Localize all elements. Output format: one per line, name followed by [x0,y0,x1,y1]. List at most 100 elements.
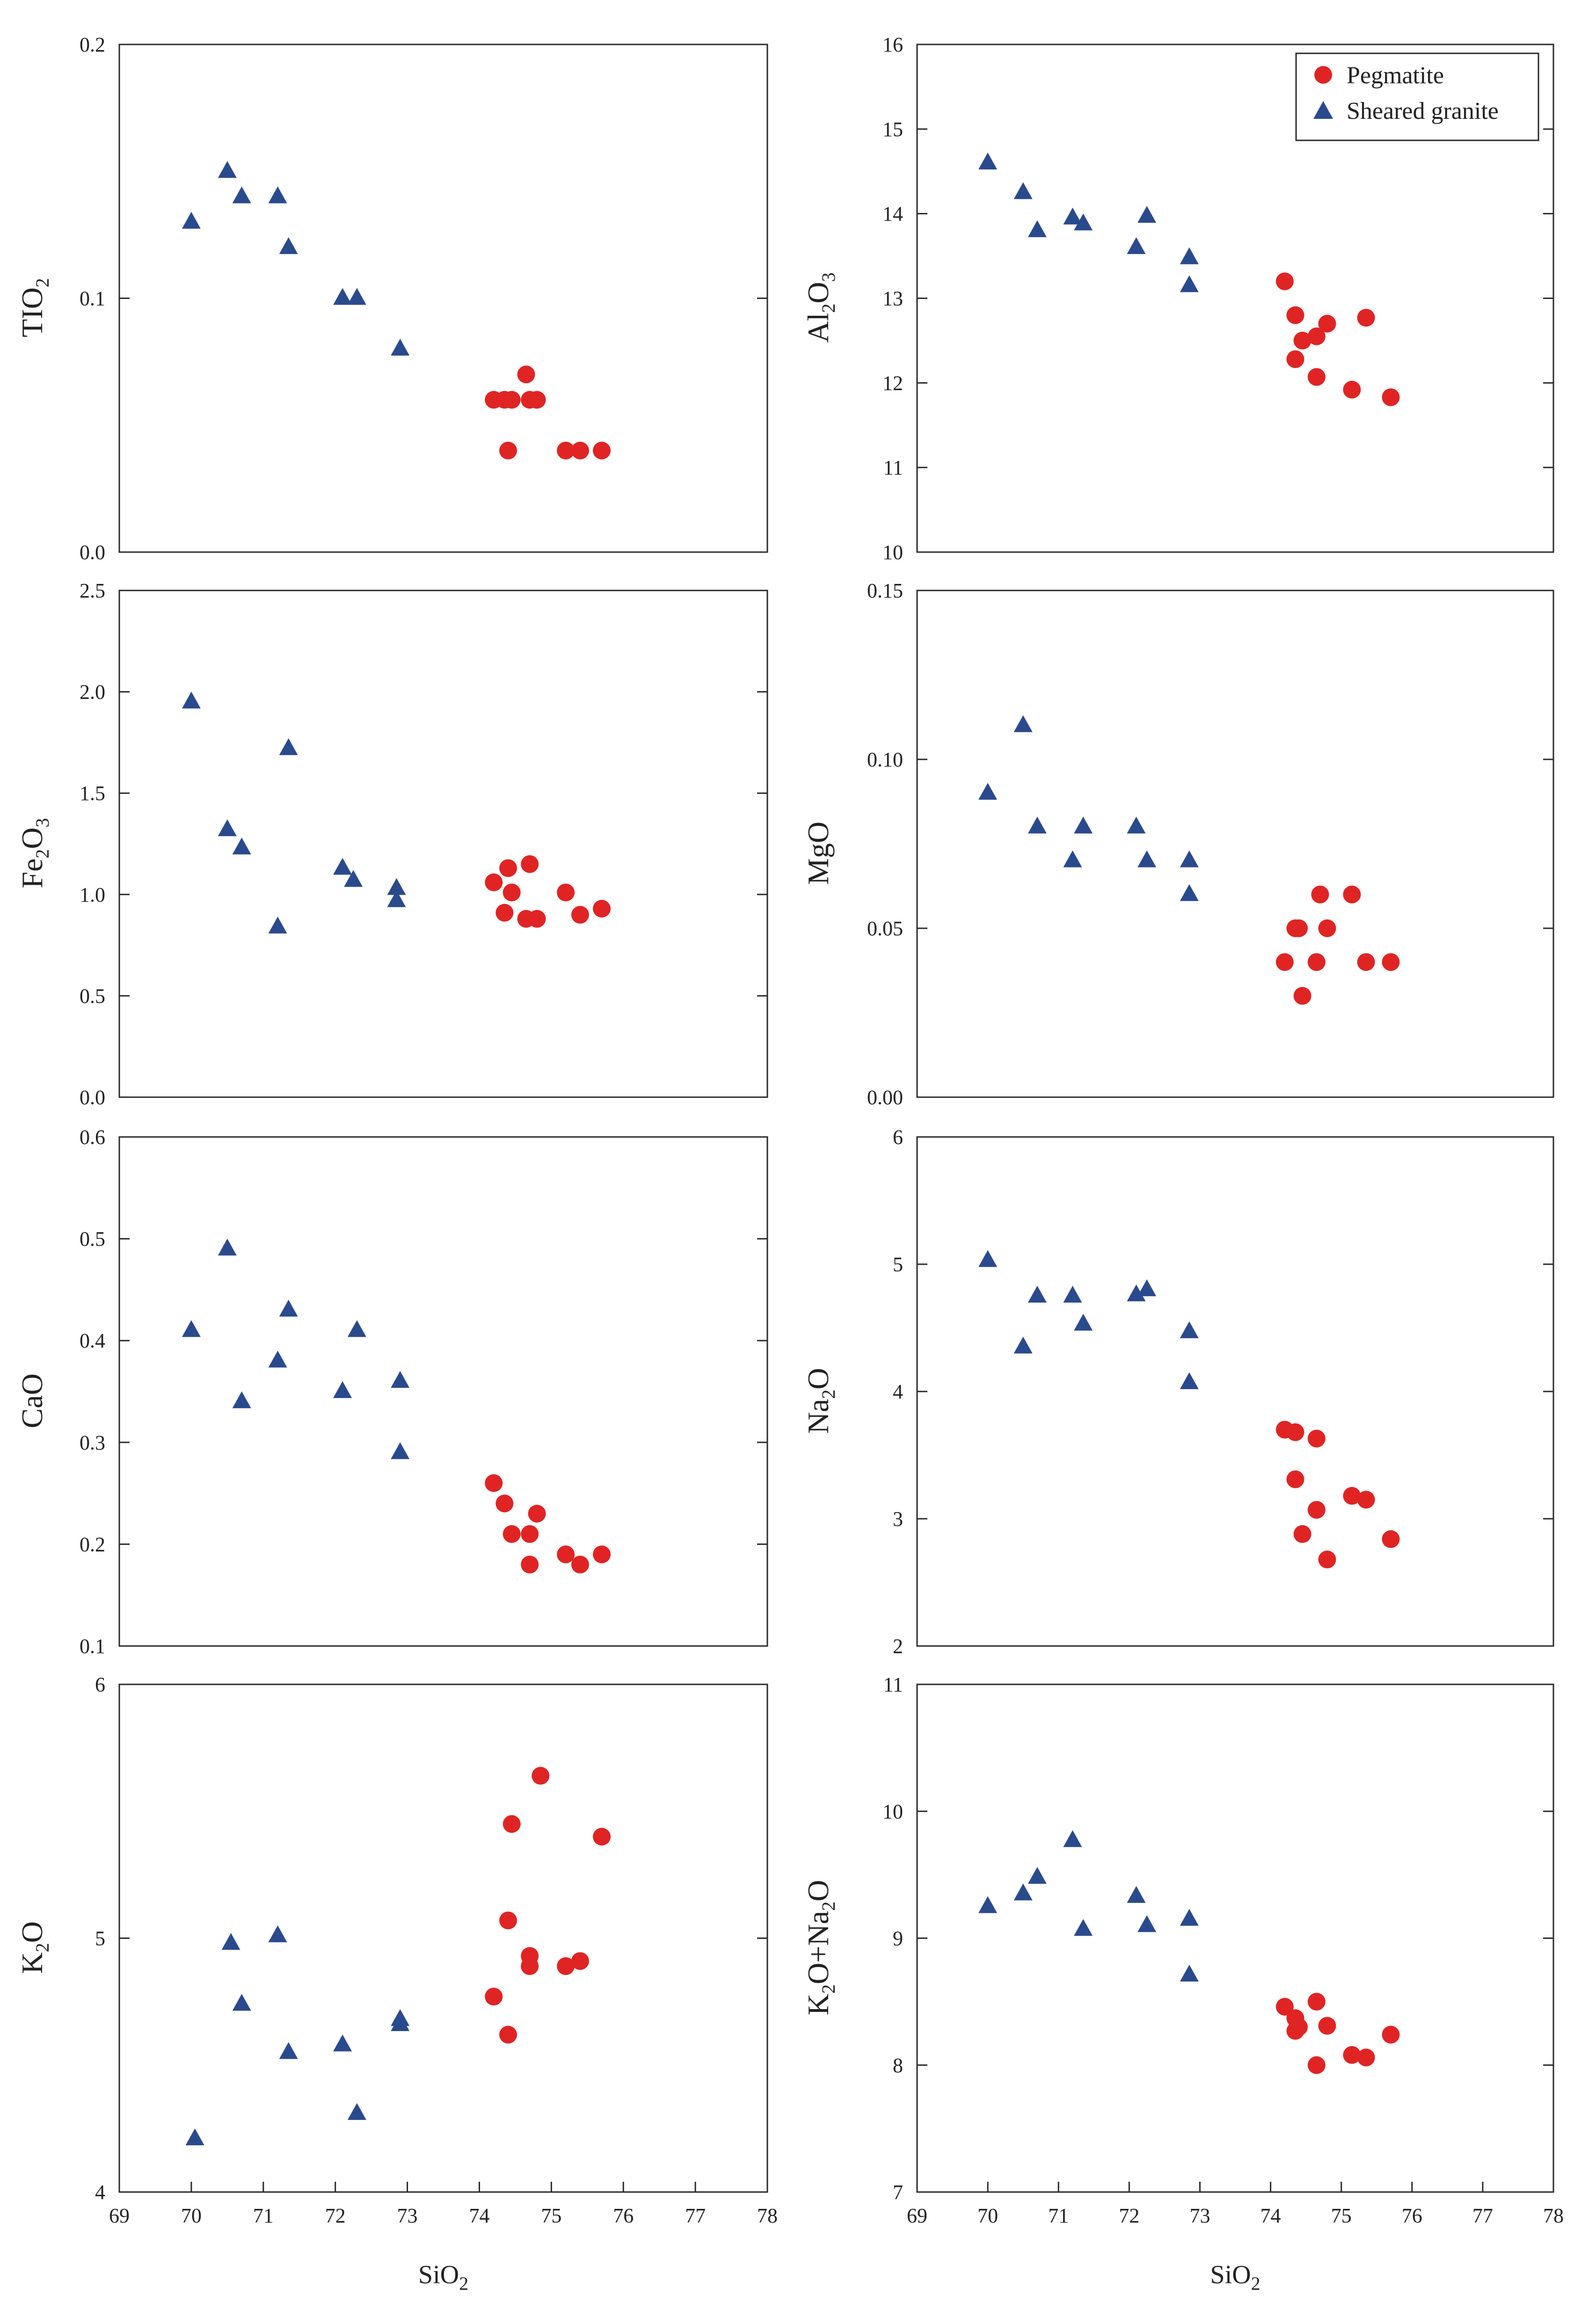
mgo-sheared-granite-point [1063,850,1082,867]
fe2o3-plot-frame [118,590,768,1098]
tio2-sheared-granite-point [279,237,298,254]
fe2o3-ytick-label: 0.5 [80,984,105,1007]
na2o-sheared-granite-point [1013,1336,1033,1354]
na2o-plot-frame [916,1136,1554,1647]
k2o_na2o-pegmatite-point [1357,2048,1375,2067]
legend-pegmatite-label: Pegmatite [1347,62,1444,89]
panel-cao: 0.1 0.2 0.3 0.4 0.5 0.6 CaO [15,1126,768,1658]
fe2o3-y-axis-label: Fe2O3 [15,818,53,888]
k2o-xtick-label: 73 [397,2204,418,2227]
fe2o3-pegmatite-point [593,900,611,918]
al2o3-y-axis-label: Al2O3 [802,272,839,342]
k2o_na2o-sheared-granite-point [1137,1915,1157,1932]
mgo-pegmatite-point [1382,953,1400,971]
al2o3-ytick-label: 16 [882,33,903,56]
fe2o3-ytick-label: 0.0 [80,1086,105,1109]
na2o-ytick-label: 2 [893,1635,903,1658]
na2o-pegmatite-point [1286,1423,1304,1442]
cao-pegmatite-point [593,1545,611,1564]
cao-plot-frame [118,1136,768,1647]
k2o_na2o-sheared-granite-point [1013,1883,1033,1901]
tio2-ytick-label: 0.2 [80,33,105,56]
k2o-y-axis-label: K2O [15,1921,53,1974]
fe2o3-sheared-granite-point [279,738,298,755]
na2o-pegmatite-point [1357,1491,1375,1509]
cao-sheared-granite-point [391,1442,410,1459]
fe2o3-sheared-granite-point [333,858,352,875]
k2o_na2o-xtick-label: 69 [907,2204,927,2227]
k2o-pegmatite-point [571,1952,589,1970]
legend-sheared-granite-marker [1313,101,1333,119]
fe2o3-pegmatite-point [485,873,503,891]
cao-sheared-granite-point [347,1320,366,1337]
k2o-xtick-label: 78 [757,2204,778,2227]
al2o3-ytick-label: 13 [882,287,903,310]
k2o_na2o-sheared-granite-point [1074,1919,1093,1936]
k2o_na2o-sheared-granite-point [978,1896,998,1913]
cao-sheared-granite-point [333,1381,352,1398]
k2o_na2o-xtick-label: 77 [1472,2204,1493,2227]
k2o_na2o-pegmatite-point [1275,1997,1294,2016]
al2o3-pegmatite-point [1307,327,1326,345]
k2o_na2o-sheared-granite-point [1127,1886,1146,1903]
mgo-sheared-granite-point [1028,816,1047,834]
tio2-ytick-label: 0.0 [80,541,105,564]
na2o-pegmatite-point [1307,1500,1326,1519]
tio2-sheared-granite-point [391,339,410,356]
na2o-sheared-granite-point [1180,1372,1199,1389]
k2o_na2o-y-axis-label: K2O+Na2O [802,1880,839,2015]
k2o-xtick-label: 69 [109,2204,130,2227]
cao-sheared-granite-point [279,1299,298,1317]
fe2o3-ytick-label: 1.0 [80,883,105,906]
na2o-pegmatite-point [1318,1551,1336,1569]
panel-al2o3: 10 11 12 13 14 15 16 Al2O3 [802,33,1554,564]
fe2o3-ytick-label: 1.5 [80,782,105,805]
al2o3-pegmatite-point [1286,350,1304,368]
mgo-sheared-granite-point [1180,850,1199,867]
tio2-sheared-granite-point [268,186,287,204]
k2o-sheared-granite-point [347,2103,366,2120]
mgo-ytick-label: 0.10 [867,748,903,771]
k2o-xtick-label: 72 [325,2204,346,2227]
na2o-pegmatite-point [1286,1470,1304,1488]
k2o_na2o-pegmatite-point [1318,2017,1336,2035]
fe2o3-pegmatite-point [571,906,589,924]
k2o_na2o-ytick-label: 9 [893,1927,903,1950]
al2o3-sheared-granite-point [1074,213,1093,231]
legend: Pegmatite Sheared granite [1295,52,1539,141]
k2o-sheared-granite-point [279,2042,298,2059]
fe2o3-pegmatite-point [499,859,517,877]
fe2o3-sheared-granite-point [387,878,406,895]
mgo-sheared-granite-point [978,783,998,800]
mgo-y-axis-label: MgO [802,822,835,885]
al2o3-pegmatite-point [1343,380,1361,399]
al2o3-sheared-granite-point [1127,237,1146,254]
k2o_na2o-xtick-label: 78 [1543,2204,1564,2227]
k2o_na2o-sheared-granite-point [1180,1965,1199,1982]
na2o-sheared-granite-point [978,1250,998,1267]
cao-pegmatite-point [557,1545,575,1564]
cao-sheared-granite-point [232,1391,251,1408]
al2o3-sheared-granite-point [1137,206,1157,223]
tio2-pegmatite-point [571,442,589,459]
na2o-pegmatite-point [1307,1429,1326,1448]
fe2o3-sheared-granite-point [232,838,251,855]
panel-mgo: 0.00 0.05 0.10 0.15 MgO [802,579,1554,1109]
k2o-plot-frame [118,1683,768,2193]
tio2-pegmatite-point [593,442,611,459]
k2o-ytick-label: 5 [95,1927,105,1950]
al2o3-sheared-granite-point [978,153,998,170]
k2o-pegmatite-point [503,1815,521,1833]
cao-pegmatite-point [521,1555,539,1573]
cao-ytick-label: 0.4 [80,1329,105,1352]
cao-ytick-label: 0.3 [80,1431,105,1454]
cao-pegmatite-point [521,1525,539,1543]
k2o_na2o-plot-frame [916,1683,1554,2193]
al2o3-sheared-granite-point [1180,275,1199,292]
fe2o3-pegmatite-point [496,903,514,922]
na2o-pegmatite-point [1293,1525,1312,1543]
panel-k2o: 4 5 6 69 70 71 72 73 74 75 76 77 78 K2O SiO2 [15,1673,778,2294]
k2o_na2o-ytick-label: 7 [893,2181,903,2204]
al2o3-pegmatite-point [1307,368,1326,386]
